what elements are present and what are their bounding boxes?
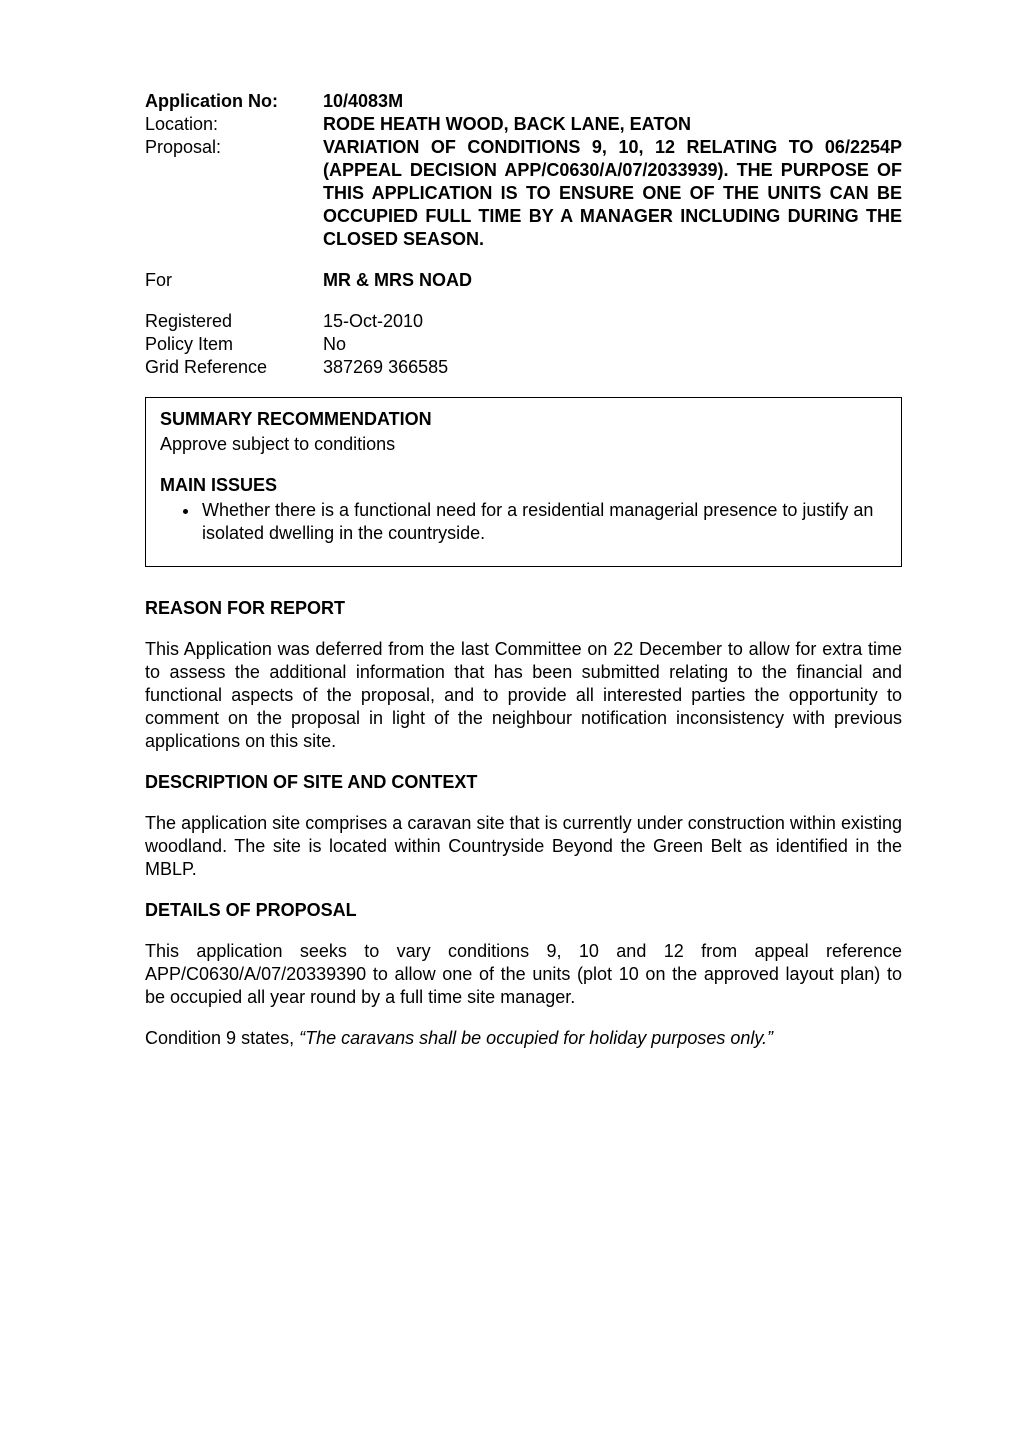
reason-heading: REASON FOR REPORT — [145, 597, 902, 620]
spacer — [323, 292, 902, 310]
registered-label: Registered — [145, 310, 315, 333]
main-issues-bullet: Whether there is a functional need for a… — [200, 499, 887, 545]
for-label: For — [145, 269, 315, 292]
registered-value: 15-Oct-2010 — [323, 310, 902, 333]
proposal-label: Proposal: — [145, 136, 315, 251]
policy-item-label: Policy Item — [145, 333, 315, 356]
summary-text: Approve subject to conditions — [160, 433, 887, 456]
application-no-value: 10/4083M — [323, 90, 902, 113]
main-issues-list: Whether there is a functional need for a… — [160, 499, 887, 545]
grid-ref-label: Grid Reference — [145, 356, 315, 379]
grid-ref-value: 387269 366585 — [323, 356, 902, 379]
details-body-1: This application seeks to vary condition… — [145, 940, 902, 1009]
summary-heading: SUMMARY RECOMMENDATION — [160, 408, 887, 431]
page: Application No: 10/4083M Location: RODE … — [0, 0, 1020, 1443]
details-body-2: Condition 9 states, “The caravans shall … — [145, 1027, 902, 1050]
policy-item-value: No — [323, 333, 902, 356]
proposal-value: VARIATION OF CONDITIONS 9, 10, 12 RELATI… — [323, 136, 902, 251]
header-grid: Application No: 10/4083M Location: RODE … — [145, 90, 902, 379]
details-body-2-quote: “The caravans shall be occupied for holi… — [299, 1028, 773, 1048]
reason-body: This Application was deferred from the l… — [145, 638, 902, 753]
details-heading: DETAILS OF PROPOSAL — [145, 899, 902, 922]
for-value: MR & MRS NOAD — [323, 269, 902, 292]
description-heading: DESCRIPTION OF SITE AND CONTEXT — [145, 771, 902, 794]
description-body: The application site comprises a caravan… — [145, 812, 902, 881]
summary-box: SUMMARY RECOMMENDATION Approve subject t… — [145, 397, 902, 566]
location-label: Location: — [145, 113, 315, 136]
application-no-label: Application No: — [145, 90, 315, 113]
location-value: RODE HEATH WOOD, BACK LANE, EATON — [323, 113, 902, 136]
spacer — [145, 292, 315, 310]
main-issues-heading: MAIN ISSUES — [160, 474, 887, 497]
spacer — [145, 251, 315, 269]
spacer — [323, 251, 902, 269]
details-body-2-lead: Condition 9 states, — [145, 1028, 299, 1048]
